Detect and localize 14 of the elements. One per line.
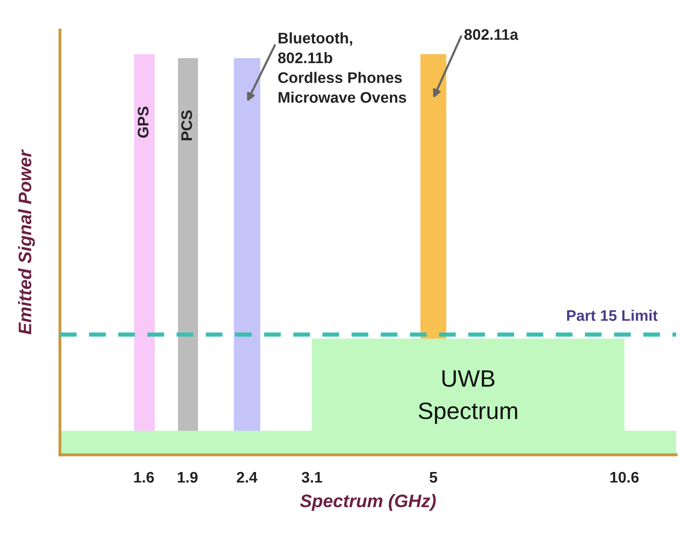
annotation: Bluetooth, 802.11b Cordless Phones Microwave Ovens (278, 32, 406, 103)
x-tick-label: 1.9 (178, 472, 198, 483)
x-tick-label: 2.4 (236, 472, 258, 483)
series-label: UWB Spectrum (418, 370, 518, 424)
x-tick-label: 3.1 (302, 472, 322, 483)
text: 802.11a (464, 29, 518, 40)
ref-line-label: Part 15 Limit (567, 310, 658, 321)
x-tick-label: 10.6 (610, 472, 639, 483)
x-tick-label: 5 (430, 472, 438, 483)
x-axis-title: Spectrum (GHz) (300, 494, 436, 511)
y-axis-title: Emitted Signal Power (18, 149, 35, 334)
series-label: GPS (138, 106, 149, 138)
x-tick-label: 1.6 (134, 472, 154, 483)
series-label: PCS (181, 110, 192, 140)
